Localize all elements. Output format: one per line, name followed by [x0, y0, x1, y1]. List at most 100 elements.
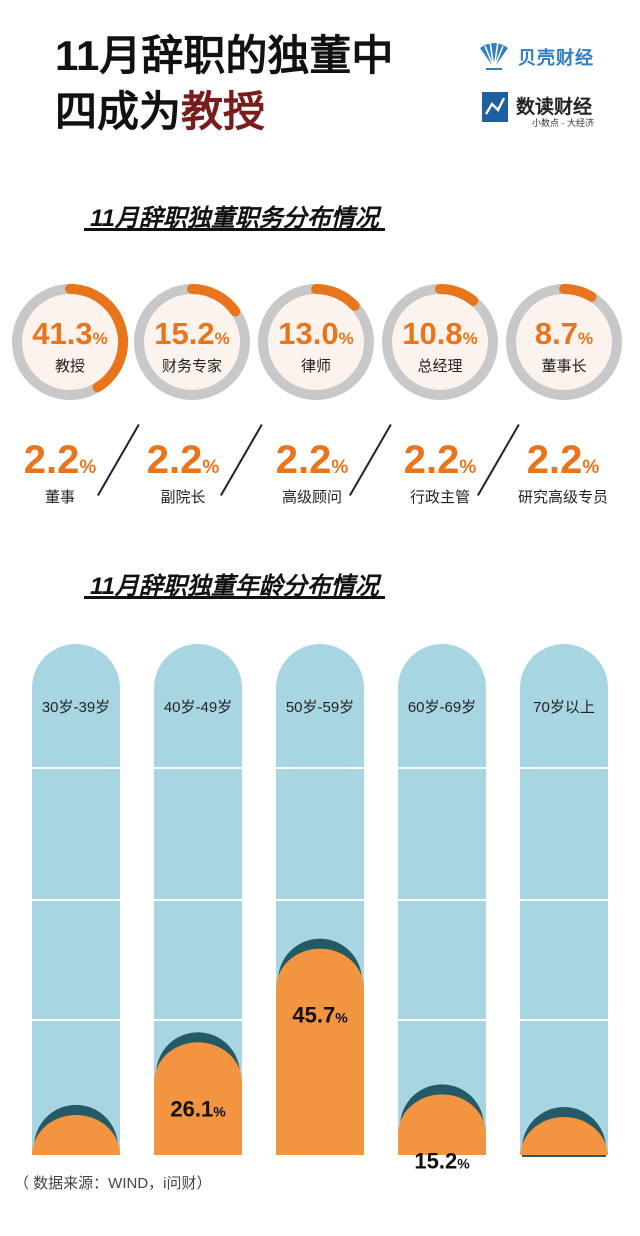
shell-logo-icon [476, 38, 512, 77]
position-section-title: 11月辞职独董职务分布情况 [84, 198, 385, 233]
ring-slice [435, 284, 479, 306]
small-value-unit: % [459, 457, 477, 478]
ring-chart [134, 284, 250, 400]
ring-slice [65, 284, 128, 393]
small-value: 2.2% [123, 440, 243, 488]
ring-chart [506, 284, 622, 400]
page-title: 11月辞职的独董中 四成为教授 [55, 28, 393, 140]
data-label-number: 15.2 [414, 1148, 457, 1170]
small-label: 董事 [44, 489, 75, 506]
ring-value-number: 15.2 [154, 316, 215, 351]
small-value-unit: % [79, 457, 97, 478]
ring-value-unit: % [92, 329, 108, 348]
small-value: 2.2% [380, 440, 500, 488]
category-label: 30岁-39岁 [42, 699, 110, 716]
small-item: 2.2% 研究高级专员 [503, 440, 623, 510]
brand-shudu: 数读财经 小数点 · 大经济 [480, 90, 630, 130]
ring-item: 15.2% 财务专家 [132, 282, 252, 402]
ring-slice [559, 284, 597, 302]
data-label-unit: % [213, 1103, 226, 1119]
age-section-underline [84, 596, 385, 599]
category-label: 70岁以上 [533, 699, 595, 716]
ring-value-number: 10.8 [402, 316, 463, 351]
ring-value-unit: % [577, 329, 594, 348]
ring-item: 8.7% 董事长 [504, 282, 624, 402]
brand-beike: 贝壳财经 [476, 38, 626, 74]
data-label: 15.2% [414, 1148, 470, 1170]
small-item: 2.2% 高级顾问 [252, 440, 372, 510]
bar [276, 948, 365, 1155]
small-value-number: 2.2 [526, 438, 583, 482]
small-label: 研究高级专员 [517, 489, 608, 506]
data-label-number: 26.1 [170, 1096, 213, 1121]
small-label: 高级顾问 [281, 489, 342, 506]
small-value-number: 2.2 [23, 438, 80, 482]
data-label: 26.1% [170, 1096, 226, 1121]
ring-label: 财务专家 [161, 358, 222, 375]
ring-value: 8.7% [504, 316, 624, 352]
position-section-underline [84, 228, 385, 231]
title-highlight: 教授 [181, 88, 266, 135]
title-line-1: 11月辞职的独董中 [55, 32, 394, 79]
bar [154, 1042, 242, 1155]
small-value-number: 2.2 [146, 438, 203, 482]
ring-value-number: 13.0 [278, 316, 339, 351]
ring-chart [12, 284, 128, 400]
small-label: 行政主管 [409, 489, 470, 506]
small-value: 2.2% [503, 440, 623, 488]
category-label: 40岁-49岁 [164, 699, 232, 716]
small-value-unit: % [202, 457, 220, 478]
ring-slice [187, 284, 241, 317]
ring-value-unit: % [462, 329, 478, 348]
ring-slice [311, 284, 360, 311]
brand-beike-name: 贝壳财经 [518, 48, 594, 68]
ring-label: 董事长 [541, 358, 587, 375]
data-label-number: 10.9 [48, 1169, 91, 1170]
ring-item: 10.8% 总经理 [380, 282, 500, 402]
ring-value-unit: % [338, 329, 354, 348]
age-bar-chart: 30岁-39岁 10.9% 40岁-49岁 26.1% 50岁-59岁 45.7% 60岁-… [32, 644, 608, 1170]
age-section-title: 11月辞职独董年龄分布情况 [84, 566, 385, 601]
ring-item: 13.0% 律师 [256, 282, 376, 402]
small-value: 2.2% [0, 440, 120, 488]
title-line-2-prefix: 四成为 [55, 88, 182, 135]
title-line-2: 四成为教授 [55, 84, 393, 140]
small-value: 2.2% [252, 440, 372, 488]
small-label: 副院长 [160, 489, 206, 506]
small-value-number: 2.2 [403, 438, 460, 482]
ring-item: 41.3% 教授 [10, 282, 130, 402]
position-section-title-text: 11月辞职独董职务分布情况 [90, 205, 379, 232]
brand-shudu-slogan: 小数点 · 大经济 [532, 118, 594, 128]
age-section-title-text: 11月辞职独董年龄分布情况 [90, 573, 379, 600]
bar [32, 1114, 120, 1155]
ring-value: 15.2% [132, 316, 252, 352]
ring-chart [382, 284, 498, 400]
ring-label: 律师 [300, 358, 331, 375]
small-item: 2.2% 董事 [0, 440, 120, 510]
ring-value: 41.3% [10, 316, 130, 352]
data-read-logo-icon [480, 90, 510, 129]
ring-value: 13.0% [256, 316, 376, 352]
small-value-unit: % [582, 457, 600, 478]
bar [520, 1117, 608, 1157]
data-label-unit: % [457, 1155, 470, 1170]
category-label: 50岁-59岁 [286, 699, 354, 716]
bar [398, 1094, 486, 1155]
category-label: 60岁-69岁 [408, 699, 476, 716]
small-value-unit: % [331, 457, 349, 478]
small-item: 2.2% 副院长 [123, 440, 243, 510]
ring-value: 10.8% [380, 316, 500, 352]
ring-label: 教授 [54, 358, 85, 375]
ring-value-unit: % [214, 329, 230, 348]
small-item: 2.2% 行政主管 [380, 440, 500, 510]
ring-value-number: 8.7 [534, 316, 578, 351]
data-label: 10.9% [48, 1169, 104, 1170]
ring-chart [258, 284, 374, 400]
small-value-number: 2.2 [275, 438, 332, 482]
brand-shudu-name: 数读财经 [516, 97, 593, 118]
data-label-unit: % [335, 1010, 348, 1026]
data-source-note: （ 数据来源：WIND，i问财） [14, 1175, 212, 1192]
data-label-number: 45.7 [292, 1003, 335, 1028]
ring-label: 总经理 [417, 358, 463, 375]
data-label: 45.7% [292, 1003, 348, 1028]
